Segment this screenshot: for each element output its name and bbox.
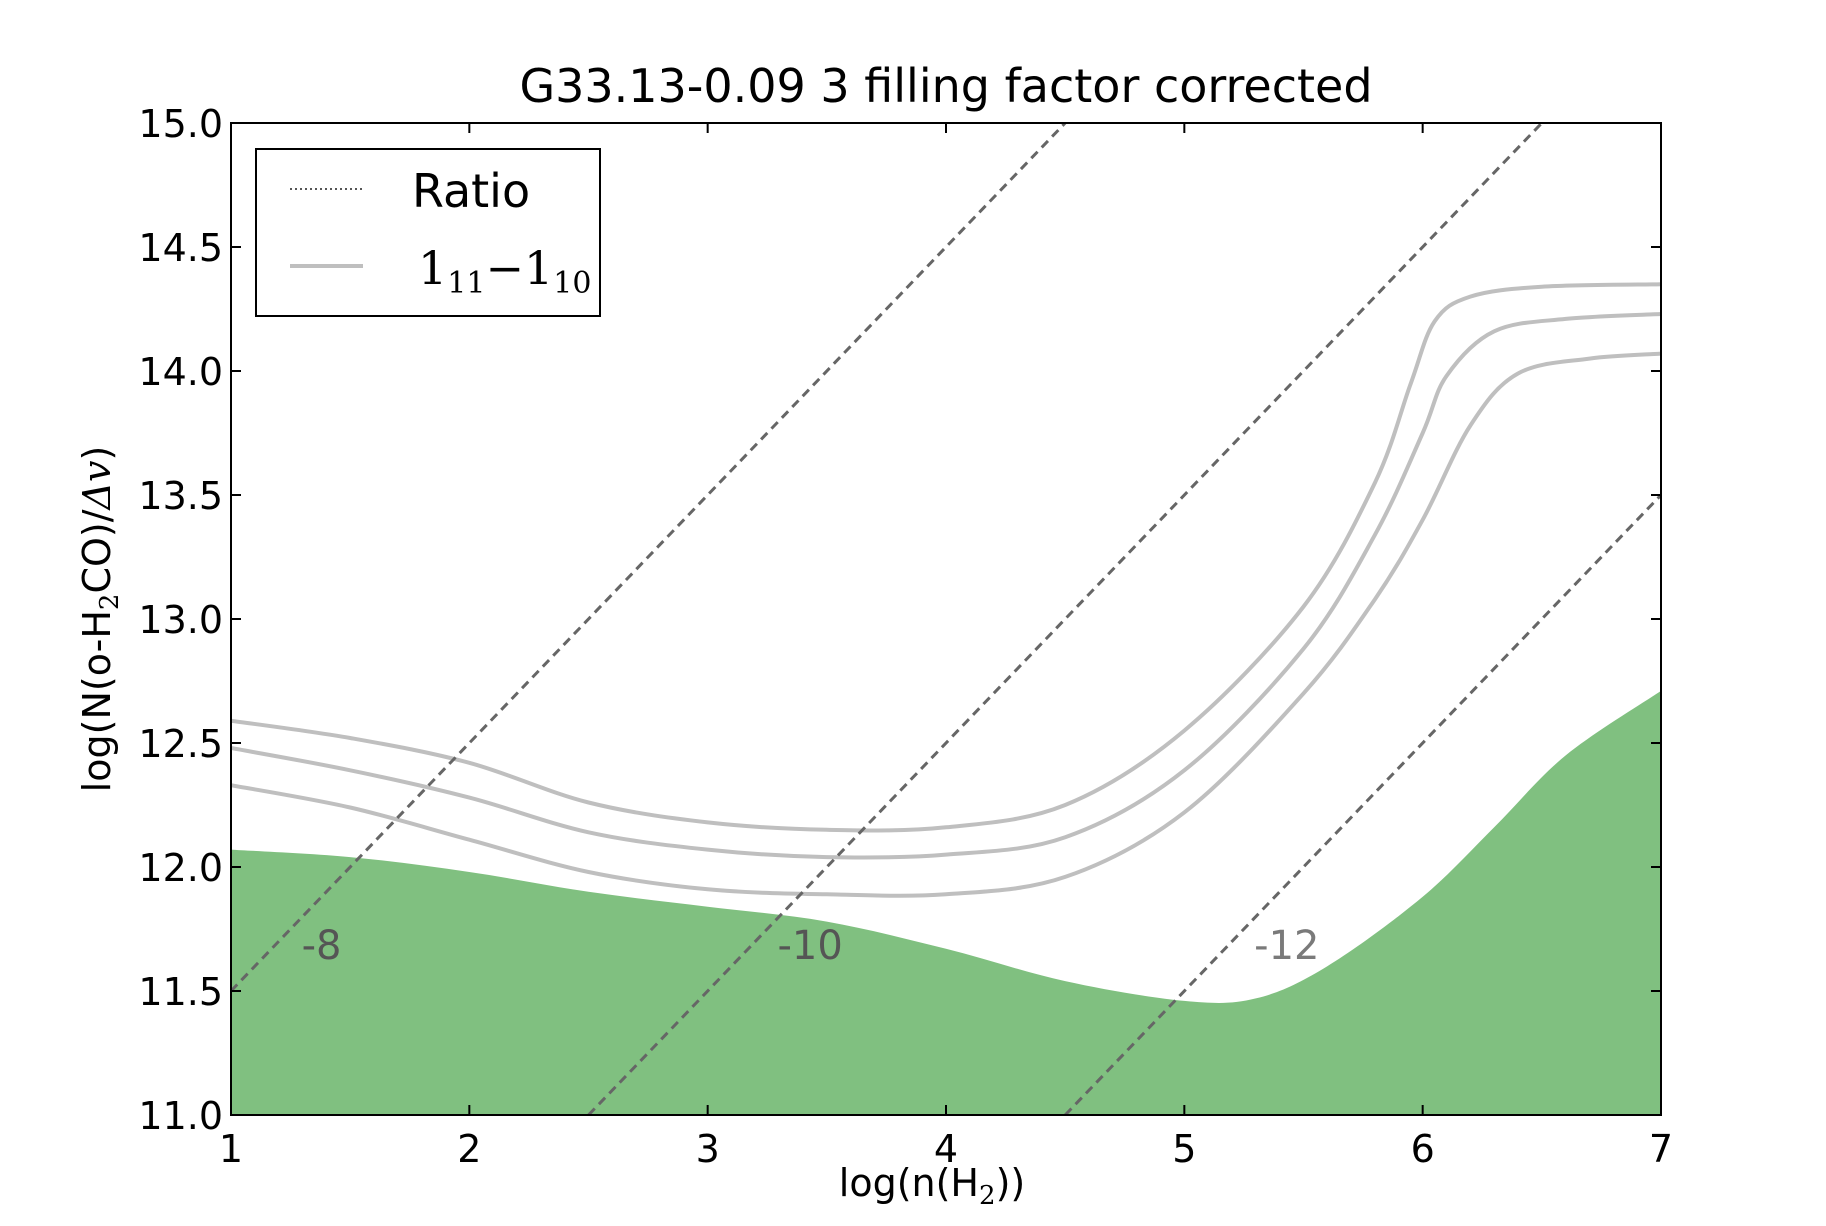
- y-tick-label: 12.0: [138, 846, 223, 890]
- x-tick-label: 1: [219, 1127, 243, 1171]
- y-tick-label: 13.5: [138, 474, 223, 518]
- slope-labels-layer: -8 -10 -12: [302, 923, 1320, 969]
- y-tick-label: 14.0: [138, 350, 223, 394]
- slope-label-1: -8: [302, 923, 342, 969]
- x-axis-label: log(n(H2)): [839, 1161, 1025, 1211]
- y-tick-label: 15.0: [138, 102, 223, 146]
- series-line-1: [231, 282, 1661, 833]
- filled-region: [231, 690, 1661, 1115]
- y-tick-label: 12.5: [138, 722, 223, 766]
- slope-label-2: -10: [777, 923, 842, 969]
- slope-line-3: [1064, 493, 1661, 1115]
- y-tick-label: 11.5: [138, 970, 223, 1014]
- x-tick-label: 7: [1649, 1127, 1673, 1171]
- y-tick-label: 14.5: [138, 226, 223, 270]
- series-line-3: [231, 351, 1661, 898]
- slope-label-3: -12: [1254, 923, 1319, 969]
- legend-ratio-label: Ratio: [412, 164, 530, 218]
- slope-line-2: [587, 123, 1543, 1115]
- y-tick-label: 13.0: [138, 598, 223, 642]
- x-tick-label: 6: [1411, 1127, 1435, 1171]
- series-layer: [231, 282, 1661, 898]
- legend: Ratio 111−110: [255, 148, 601, 317]
- slope-lines-layer: [231, 123, 1661, 1115]
- x-tick-label: 2: [457, 1127, 481, 1171]
- ticks-layer: 1 2 3 4 5 6 7 11.0 11.5 12.0 12.5 13.0 13.5 14.0 14.5 1…: [138, 102, 1673, 1171]
- legend-transition-label: 111−110: [418, 241, 591, 301]
- legend-box: [255, 148, 601, 317]
- series-line-2: [231, 312, 1661, 860]
- y-axis-label: log(N(o-H2CO)/Δv): [75, 446, 125, 793]
- x-tick-label: 4: [934, 1127, 958, 1171]
- slope-line-1: [231, 123, 1067, 993]
- x-tick-label: 5: [1172, 1127, 1196, 1171]
- x-tick-label: 3: [696, 1127, 720, 1171]
- chart-title: G33.13-0.09 3 filling factor corrected: [519, 59, 1372, 113]
- y-tick-label: 11.0: [138, 1094, 223, 1138]
